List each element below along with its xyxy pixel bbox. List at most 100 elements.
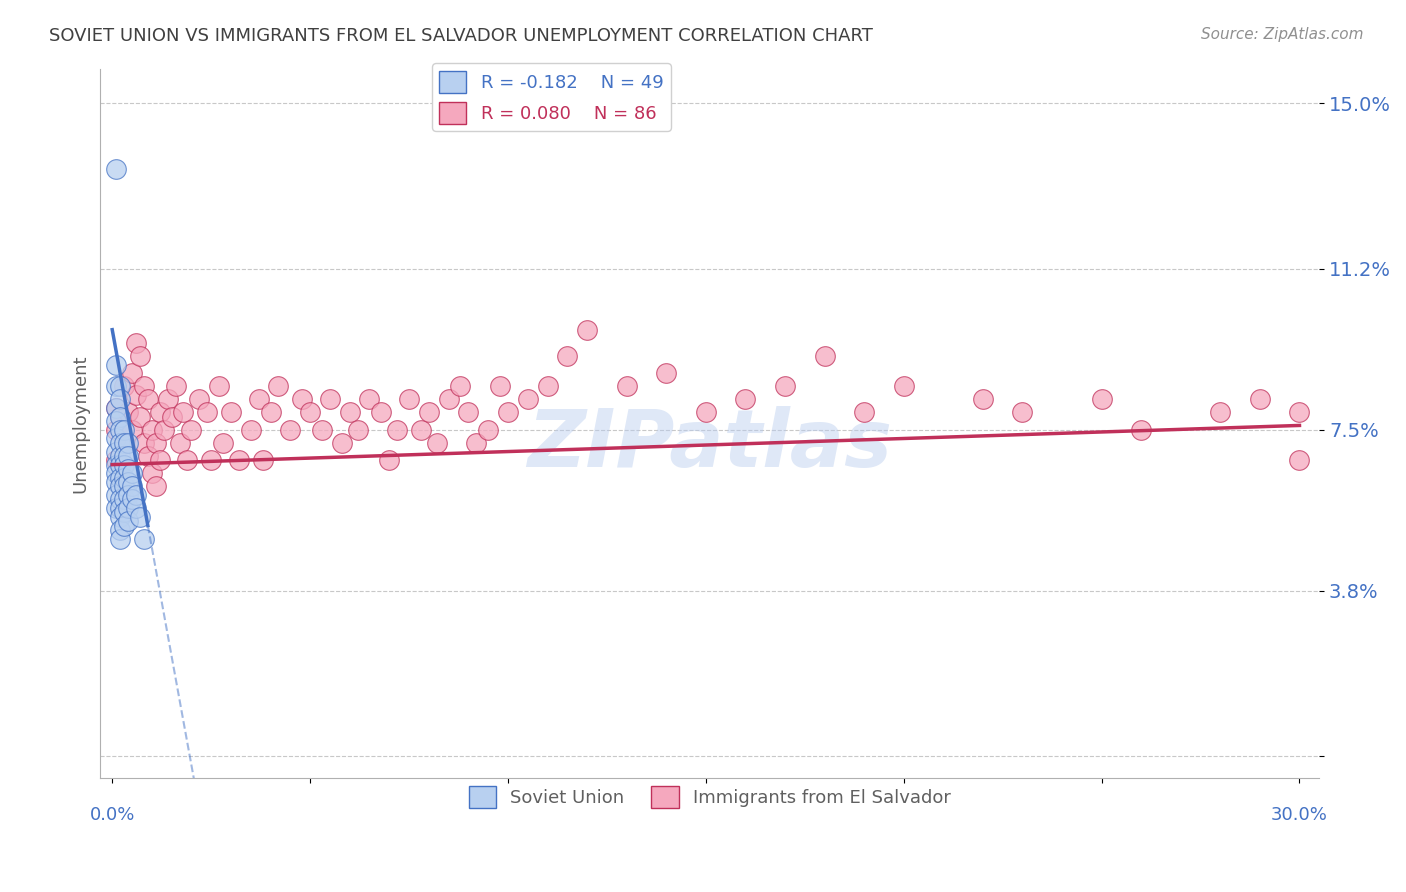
Text: SOVIET UNION VS IMMIGRANTS FROM EL SALVADOR UNEMPLOYMENT CORRELATION CHART: SOVIET UNION VS IMMIGRANTS FROM EL SALVA…	[49, 27, 873, 45]
Point	[219, 405, 242, 419]
Point	[212, 435, 235, 450]
Point	[813, 349, 835, 363]
Point	[108, 471, 131, 485]
Point	[853, 405, 876, 419]
Point	[773, 379, 796, 393]
Point	[418, 405, 440, 419]
Point	[239, 423, 262, 437]
Point	[129, 409, 152, 424]
Point	[252, 453, 274, 467]
Legend: Soviet Union, Immigrants from El Salvador: Soviet Union, Immigrants from El Salvado…	[461, 779, 957, 815]
Text: 0.0%: 0.0%	[90, 806, 135, 824]
Point	[145, 479, 167, 493]
Point	[108, 392, 131, 407]
Point	[108, 409, 131, 424]
Point	[195, 405, 218, 419]
Point	[695, 405, 717, 419]
Point	[108, 492, 131, 507]
Point	[557, 349, 579, 363]
Point	[299, 405, 322, 419]
Point	[108, 435, 131, 450]
Point	[141, 423, 163, 437]
Point	[129, 349, 152, 363]
Point	[108, 479, 131, 493]
Point	[1130, 423, 1153, 437]
Point	[450, 379, 472, 393]
Text: 30.0%: 30.0%	[1271, 806, 1327, 824]
Point	[105, 401, 128, 415]
Point	[121, 492, 143, 507]
Point	[228, 453, 250, 467]
Point	[457, 405, 479, 419]
Point	[112, 479, 135, 493]
Point	[278, 423, 301, 437]
Point	[117, 449, 139, 463]
Y-axis label: Unemployment: Unemployment	[72, 354, 89, 492]
Point	[105, 401, 128, 415]
Point	[346, 423, 368, 437]
Point	[1288, 405, 1310, 419]
Point	[576, 323, 599, 337]
Point	[172, 405, 194, 419]
Point	[330, 435, 353, 450]
Point	[105, 475, 128, 489]
Point	[516, 392, 538, 407]
Point	[108, 423, 131, 437]
Point	[893, 379, 915, 393]
Point	[378, 453, 401, 467]
Point	[125, 335, 148, 350]
Point	[616, 379, 638, 393]
Point	[108, 501, 131, 516]
Point	[108, 379, 131, 393]
Point	[489, 379, 512, 393]
Point	[105, 161, 128, 176]
Point	[972, 392, 994, 407]
Point	[496, 405, 519, 419]
Point	[132, 532, 155, 546]
Point	[426, 435, 449, 450]
Point	[105, 379, 128, 393]
Point	[112, 435, 135, 450]
Point	[105, 467, 128, 481]
Point	[129, 509, 152, 524]
Point	[149, 405, 172, 419]
Point	[117, 462, 139, 476]
Point	[339, 405, 361, 419]
Point	[117, 405, 139, 419]
Point	[112, 379, 135, 393]
Point	[132, 379, 155, 393]
Point	[105, 453, 128, 467]
Point	[112, 449, 135, 463]
Point	[141, 467, 163, 481]
Point	[291, 392, 314, 407]
Point	[370, 405, 392, 419]
Point	[108, 523, 131, 537]
Point	[259, 405, 281, 419]
Point	[149, 453, 172, 467]
Point	[117, 501, 139, 516]
Point	[267, 379, 290, 393]
Point	[132, 435, 155, 450]
Point	[117, 435, 139, 450]
Point	[734, 392, 756, 407]
Point	[156, 392, 179, 407]
Point	[117, 514, 139, 528]
Point	[105, 458, 128, 472]
Point	[176, 453, 198, 467]
Point	[1091, 392, 1114, 407]
Point	[1209, 405, 1232, 419]
Point	[1288, 453, 1310, 467]
Point	[117, 488, 139, 502]
Point	[359, 392, 381, 407]
Point	[125, 388, 148, 402]
Point	[105, 488, 128, 502]
Point	[108, 509, 131, 524]
Point	[319, 392, 342, 407]
Point	[655, 366, 678, 380]
Point	[105, 444, 128, 458]
Point	[180, 423, 202, 437]
Point	[437, 392, 460, 407]
Point	[121, 366, 143, 380]
Point	[169, 435, 191, 450]
Point	[117, 475, 139, 489]
